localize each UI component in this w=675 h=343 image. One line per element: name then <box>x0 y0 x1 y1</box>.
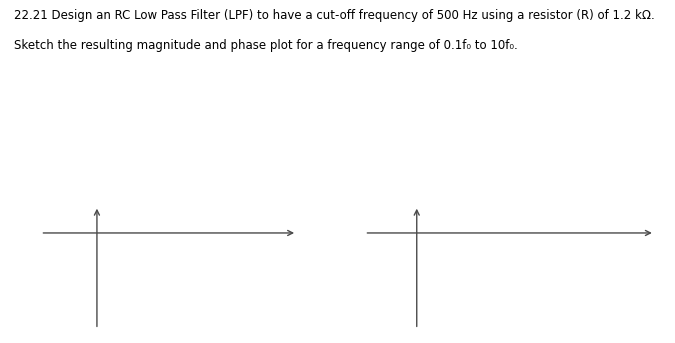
Text: Sketch the resulting magnitude and phase plot for a frequency range of 0.1f₀ to : Sketch the resulting magnitude and phase… <box>14 39 517 52</box>
Text: 22.21 Design an RC Low Pass Filter (LPF) to have a cut-off frequency of 500 Hz u: 22.21 Design an RC Low Pass Filter (LPF)… <box>14 9 654 22</box>
